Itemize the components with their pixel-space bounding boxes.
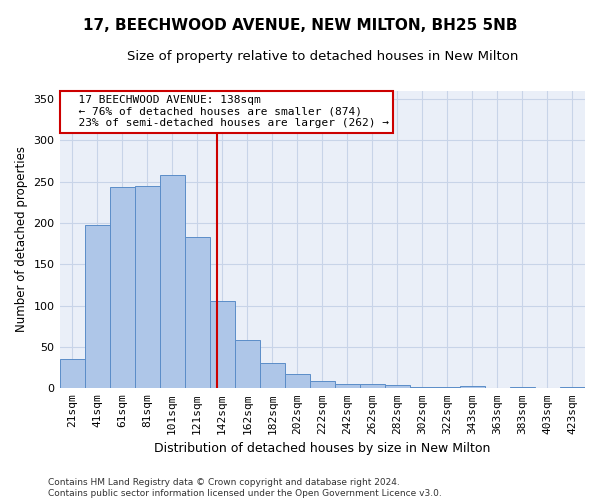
Bar (460, 386, 485, 388)
Y-axis label: Number of detached properties: Number of detached properties (15, 146, 28, 332)
Bar (185, 237, 209, 388)
Bar (59, 360, 85, 388)
Bar (134, 186, 160, 388)
Bar (285, 374, 310, 388)
Bar (360, 384, 385, 388)
Text: 17, BEECHWOOD AVENUE, NEW MILTON, BH25 5NB: 17, BEECHWOOD AVENUE, NEW MILTON, BH25 5… (83, 18, 517, 32)
Bar (85, 224, 110, 388)
Bar (410, 386, 435, 388)
Bar (335, 384, 360, 388)
Bar (235, 340, 260, 388)
Bar (435, 386, 460, 388)
Text: 17 BEECHWOOD AVENUE: 138sqm
  ← 76% of detached houses are smaller (874)
  23% o: 17 BEECHWOOD AVENUE: 138sqm ← 76% of det… (65, 95, 389, 128)
Bar (209, 300, 235, 388)
Bar (110, 188, 134, 388)
Bar (385, 385, 410, 388)
Bar (160, 175, 185, 388)
Bar (560, 386, 585, 388)
X-axis label: Distribution of detached houses by size in New Milton: Distribution of detached houses by size … (154, 442, 490, 455)
Text: Contains HM Land Registry data © Crown copyright and database right 2024.
Contai: Contains HM Land Registry data © Crown c… (48, 478, 442, 498)
Bar (310, 381, 335, 388)
Bar (260, 364, 285, 388)
Title: Size of property relative to detached houses in New Milton: Size of property relative to detached ho… (127, 50, 518, 63)
